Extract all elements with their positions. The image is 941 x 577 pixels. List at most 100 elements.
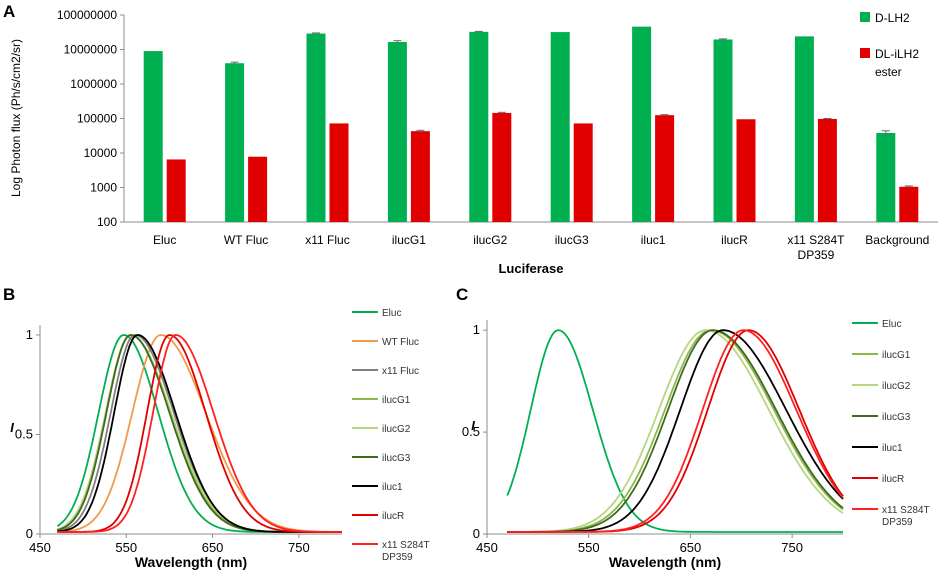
- bar-dl-ilh2-ester: [329, 123, 349, 222]
- legend-label: ilucR: [382, 511, 404, 522]
- legend-label: ilucG1: [882, 350, 911, 361]
- bar-d-lh2: [632, 26, 652, 222]
- bar-d-lh2: [225, 63, 245, 223]
- series-line-iluc1: [507, 329, 844, 533]
- x-tick-label: 550: [578, 540, 600, 555]
- legend-label: ilucG2: [882, 381, 911, 392]
- category-label: DP359: [798, 248, 835, 262]
- y-tick-label: 10000000: [64, 43, 118, 57]
- bar-d-lh2: [387, 41, 407, 223]
- x-tick-label: 450: [476, 540, 498, 555]
- legend-label: x11 Fluc: [382, 366, 419, 377]
- panel-label-b: B: [3, 285, 15, 304]
- series-line-x11-fluc: [57, 334, 342, 533]
- bar-dl-ilh2-ester: [166, 159, 186, 222]
- x-tick-label: 450: [29, 540, 51, 555]
- category-label: Background: [865, 233, 929, 247]
- bar-dl-ilh2-ester: [492, 112, 512, 222]
- category-label: ilucG1: [392, 233, 426, 247]
- x-axis-label: Wavelength (nm): [609, 554, 721, 570]
- category-label: x11 S284T: [787, 233, 845, 247]
- bar-dl-ilh2-ester: [248, 156, 268, 222]
- legend-swatch: [860, 48, 870, 58]
- y-tick-label: 1000: [90, 181, 117, 195]
- series-line-ilucr: [507, 329, 844, 533]
- bar-dl-ilh2-ester: [736, 119, 756, 222]
- series-line-ilucg3: [507, 329, 844, 533]
- category-label: WT Fluc: [224, 233, 268, 247]
- category-label: ilucR: [721, 233, 748, 247]
- bar-dl-ilh2-ester: [899, 186, 919, 222]
- series-line-x11-s284t-dp359: [57, 334, 342, 533]
- series-line-eluc: [506, 329, 843, 533]
- legend-label: ester: [875, 65, 902, 79]
- y-tick-label: 0: [473, 526, 480, 541]
- category-label: ilucG3: [555, 233, 589, 247]
- category-label: iluc1: [641, 233, 666, 247]
- bar-dl-ilh2-ester: [655, 115, 675, 222]
- bar-d-lh2: [876, 132, 896, 222]
- y-tick-label: 10000: [84, 146, 118, 160]
- y-tick-label: 0.5: [462, 424, 480, 439]
- series-line-ilucr: [57, 334, 342, 533]
- y-tick-label: 1: [26, 327, 33, 342]
- y-tick-label: 1000000: [70, 77, 117, 91]
- legend-label: x11 S284T: [382, 540, 430, 551]
- series-line-ilucg1: [507, 329, 844, 533]
- legend-label: WT Fluc: [382, 337, 419, 348]
- legend-label: x11 S284T: [882, 505, 930, 516]
- x-axis-label: Luciferase: [498, 261, 563, 276]
- category-label: ilucG2: [473, 233, 507, 247]
- x-tick-label: 750: [781, 540, 803, 555]
- panel-label-a: A: [3, 2, 15, 21]
- legend-label: DP359: [882, 517, 913, 528]
- category-label: Eluc: [153, 233, 176, 247]
- y-tick-label: 0.5: [15, 426, 33, 441]
- legend-label: DP359: [382, 552, 413, 563]
- legend-label: Eluc: [382, 308, 401, 319]
- y-axis-label: Log Photon flux (Ph/s/cm2/sr): [9, 39, 23, 197]
- y-tick-label: 100000: [77, 112, 117, 126]
- bar-d-lh2: [713, 39, 733, 222]
- legend-label: ilucR: [882, 474, 904, 485]
- y-tick-label: 100000000: [57, 8, 117, 22]
- panel-label-c: C: [456, 285, 468, 304]
- bar-d-lh2: [469, 31, 489, 222]
- series-line-ilucg2: [507, 329, 844, 533]
- y-axis-label: I: [471, 418, 475, 433]
- y-tick-label: 1: [473, 322, 480, 337]
- panel-c: C 450 550 650 750 0 0.5 1 I Wavelength (nm) Eluc i…: [456, 285, 930, 570]
- legend-swatch: [860, 12, 870, 22]
- legend-label: ilucG1: [382, 395, 411, 406]
- bar-d-lh2: [794, 36, 814, 222]
- series-line-eluc: [56, 334, 342, 533]
- legend-label: D-LH2: [875, 11, 910, 25]
- x-tick-label: 650: [202, 540, 224, 555]
- legend-label: ilucG3: [382, 453, 411, 464]
- series-line-ilucg3: [57, 334, 342, 533]
- bar-dl-ilh2-ester: [410, 131, 430, 222]
- x-tick-label: 750: [288, 540, 310, 555]
- bar-dl-ilh2-ester: [817, 118, 837, 222]
- series-line-x11-s284t-dp359: [507, 329, 844, 533]
- x-tick-label: 550: [115, 540, 137, 555]
- y-tick-label: 0: [26, 526, 33, 541]
- series-line-ilucg1: [57, 334, 342, 533]
- series-line-iluc1: [57, 334, 342, 533]
- series-line-ilucg2: [57, 334, 342, 533]
- category-label: x11 Fluc: [305, 233, 349, 247]
- x-axis-label: Wavelength (nm): [135, 554, 247, 570]
- legend-label: iluc1: [382, 482, 403, 493]
- legend-label: ilucG3: [882, 412, 911, 423]
- legend-label: DL-iLH2: [875, 47, 919, 61]
- panel-b: B 450 550 650 750 0 0.5 1 I Wavelength (nm) Eluc W…: [3, 285, 430, 570]
- y-tick-label: 100: [97, 215, 117, 229]
- bar-d-lh2: [143, 51, 163, 223]
- bar-d-lh2: [550, 32, 570, 222]
- series-line-wt-fluc: [57, 334, 343, 533]
- bar-dl-ilh2-ester: [573, 123, 593, 222]
- legend-label: ilucG2: [382, 424, 411, 435]
- panel-a: A 100000000 10000000 1000000 100000 10000 100…: [3, 2, 938, 276]
- legend-label: Eluc: [882, 319, 901, 330]
